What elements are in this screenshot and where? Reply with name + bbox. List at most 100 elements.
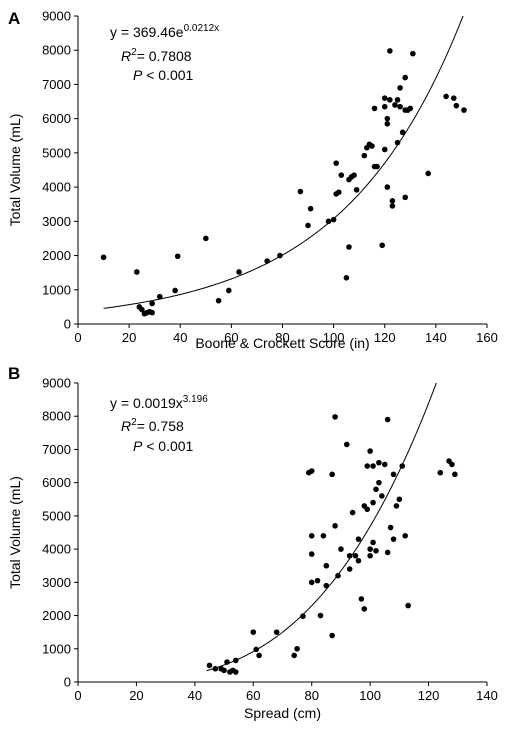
y-tick-label: 2000 [42, 608, 71, 623]
data-point [221, 668, 227, 674]
data-point [373, 548, 379, 554]
data-point [333, 160, 339, 166]
data-point [385, 550, 391, 556]
x-tick-label: 20 [129, 688, 143, 703]
y-tick-label: 8000 [42, 409, 71, 424]
data-point [335, 573, 341, 579]
data-point [394, 503, 400, 509]
data-point [203, 236, 209, 242]
data-point [256, 653, 262, 659]
fit-equation-base: y = 0.0019x [110, 395, 183, 411]
data-point [309, 468, 315, 474]
data-point [216, 298, 222, 304]
data-point [324, 563, 330, 569]
data-point [305, 223, 311, 229]
data-point [390, 198, 396, 204]
x-tick-label: 80 [304, 688, 318, 703]
r-squared-value: = 0.758 [137, 418, 184, 434]
data-point [336, 189, 342, 195]
data-point [344, 275, 350, 281]
y-tick-label: 6000 [42, 475, 71, 490]
data-point [149, 301, 155, 307]
chart-panel-a: 01000200030004000500060007000800090000 20… [7, 0, 498, 351]
data-point [356, 558, 362, 564]
data-point [344, 442, 350, 448]
data-point [370, 500, 376, 506]
data-point [391, 536, 397, 542]
data-point [350, 510, 356, 516]
x-tick-label: 140 [425, 330, 447, 345]
data-point [391, 472, 397, 478]
data-point [372, 106, 378, 112]
data-point [376, 480, 382, 486]
data-point [264, 258, 270, 264]
data-point [332, 523, 338, 529]
data-point [395, 140, 401, 146]
data-point [315, 578, 321, 584]
data-point [408, 106, 414, 112]
y-tick-label: 4000 [42, 180, 71, 195]
data-point [385, 417, 391, 423]
data-point [101, 254, 107, 260]
data-point [354, 187, 360, 193]
data-point [385, 121, 391, 127]
data-point [437, 470, 443, 476]
y-tick-label: 1000 [42, 641, 71, 656]
fit-equation-base: y = 369.46e [110, 24, 184, 40]
y-tick-label: 6000 [42, 111, 71, 126]
y-tick-label: 7000 [42, 77, 71, 92]
fit-curve [207, 336, 454, 671]
data-point [452, 472, 458, 478]
data-point [392, 102, 398, 108]
x-tick-label: 100 [359, 688, 381, 703]
data-point [399, 463, 405, 469]
data-point [175, 253, 181, 259]
y-tick-label: 0 [64, 317, 71, 332]
x-tick-label: 60 [246, 688, 260, 703]
data-point [321, 533, 327, 539]
y-tick-label: 3000 [42, 575, 71, 590]
y-tick-label: 4000 [42, 542, 71, 557]
data-point [172, 288, 178, 294]
data-point [356, 536, 362, 542]
x-axis-title: Boone & Crockett Score (in) [195, 335, 369, 351]
data-point [402, 533, 408, 539]
data-point [410, 51, 416, 57]
r-squared-value: = 0.7808 [137, 48, 192, 64]
data-point [298, 189, 304, 195]
data-point [376, 460, 382, 466]
data-point [425, 171, 431, 177]
data-point [347, 553, 353, 559]
y-tick-label: 1000 [42, 282, 71, 297]
data-point [236, 269, 242, 275]
data-point [207, 663, 213, 669]
p-value-value: < 0.001 [142, 67, 193, 83]
data-point [332, 414, 338, 420]
data-point [397, 85, 403, 91]
data-point [374, 164, 380, 170]
data-point [277, 253, 283, 259]
data-point [274, 629, 280, 635]
y-tick-label: 5000 [42, 508, 71, 523]
data-point [385, 184, 391, 190]
y-tick-label: 9000 [42, 376, 71, 391]
data-point [397, 496, 403, 502]
data-point [387, 97, 393, 103]
data-point [134, 269, 140, 275]
data-point [233, 658, 239, 664]
y-tick-label: 0 [64, 675, 71, 690]
data-point [224, 659, 230, 665]
panel-label: A [8, 9, 20, 28]
y-tick-label: 7000 [42, 442, 71, 457]
y-tick-label: 8000 [42, 43, 71, 58]
data-point [318, 613, 324, 619]
y-tick-label: 3000 [42, 214, 71, 229]
p-value-value: < 0.001 [142, 438, 193, 454]
r-squared-label: R [121, 418, 131, 434]
x-tick-label: 0 [74, 688, 81, 703]
data-point [367, 546, 373, 552]
x-tick-label: 0 [74, 330, 81, 345]
data-point [454, 103, 460, 109]
x-tick-label: 120 [374, 330, 396, 345]
